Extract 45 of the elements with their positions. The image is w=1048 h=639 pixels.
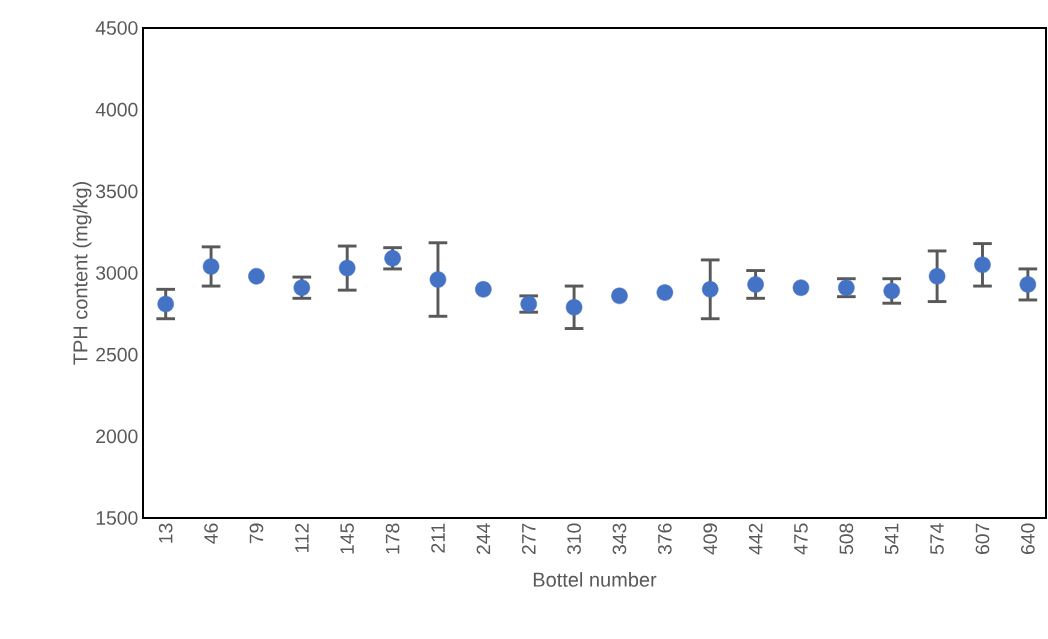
x-axis-title: Bottel number bbox=[533, 572, 657, 587]
point bbox=[883, 282, 900, 300]
point bbox=[747, 276, 764, 293]
point bbox=[974, 256, 991, 274]
y-tick-label: 3000 bbox=[96, 266, 138, 280]
x-tick-label: 244 bbox=[476, 523, 491, 554]
x-tick-label: 640 bbox=[1021, 523, 1035, 554]
x-tick-label: 442 bbox=[748, 523, 763, 555]
x-tick-label: 409 bbox=[703, 523, 718, 555]
point bbox=[656, 284, 674, 301]
y-tick-label: 2500 bbox=[96, 347, 138, 362]
y-tick-label: 4500 bbox=[95, 21, 138, 35]
y-tick-label: 4000 bbox=[95, 102, 138, 117]
y-tick-label: 1500 bbox=[96, 511, 138, 525]
x-tick-label: 145 bbox=[340, 523, 354, 554]
x-tick-label: 46 bbox=[204, 523, 218, 544]
x-tick-label: 541 bbox=[884, 523, 899, 555]
x-tick-label: 112 bbox=[295, 523, 309, 553]
point bbox=[701, 281, 719, 298]
x-tick-label: 574 bbox=[930, 523, 944, 555]
x-tick-label: 376 bbox=[657, 523, 672, 555]
point bbox=[1019, 276, 1037, 293]
point bbox=[475, 281, 492, 298]
point bbox=[338, 259, 356, 277]
point bbox=[202, 258, 220, 275]
point bbox=[429, 271, 447, 288]
y-axis-title: TPH content (mg/kg) bbox=[72, 182, 92, 365]
x-tick-label: 13 bbox=[158, 523, 173, 543]
point bbox=[611, 287, 628, 305]
x-tick-label: 475 bbox=[794, 523, 808, 555]
x-tick-label: 310 bbox=[567, 523, 581, 555]
y-tick-label: 2000 bbox=[96, 429, 138, 444]
point bbox=[157, 295, 174, 313]
point bbox=[565, 299, 583, 316]
x-tick-label: 211 bbox=[431, 523, 445, 553]
x-tick-label: 277 bbox=[521, 523, 536, 554]
point bbox=[928, 267, 946, 285]
x-tick-label: 79 bbox=[249, 523, 264, 544]
x-tick-label: 343 bbox=[612, 523, 627, 555]
point bbox=[248, 267, 265, 285]
point bbox=[792, 279, 810, 296]
x-tick-label: 607 bbox=[975, 523, 990, 554]
x-tick-label: 508 bbox=[839, 523, 854, 555]
x-tick-label: 178 bbox=[385, 523, 400, 554]
y-tick-label: 3500 bbox=[96, 184, 138, 199]
